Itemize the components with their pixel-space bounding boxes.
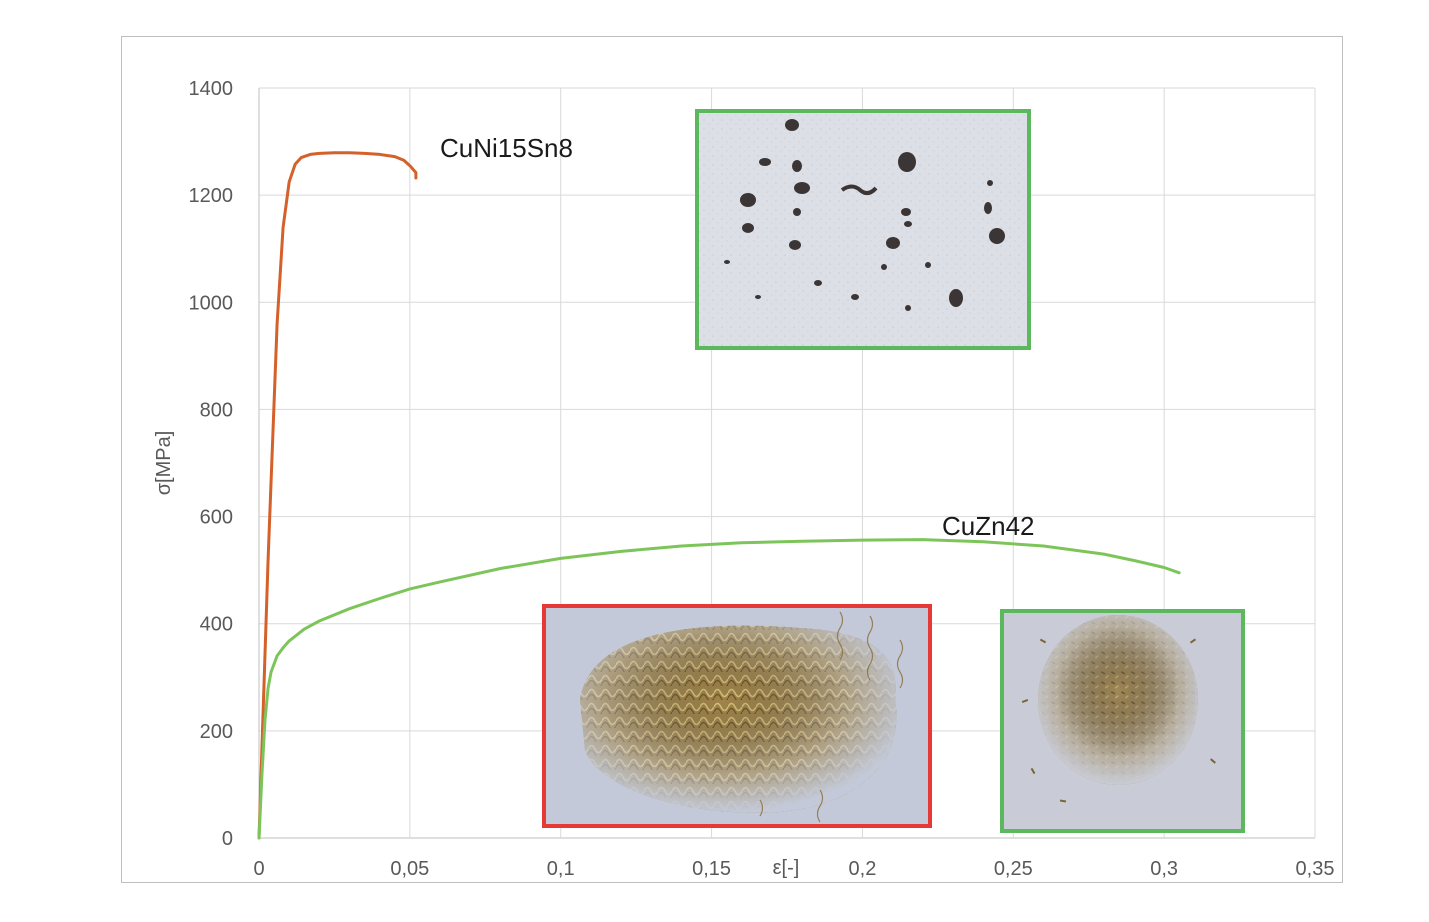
y-tick-label: 400 — [200, 614, 233, 636]
y-tick-label: 0 — [222, 828, 233, 850]
inset-photo-cuni-chips — [695, 109, 1031, 350]
x-tick-label: 0,15 — [692, 858, 731, 880]
series-label-cuzn42: CuZn42 — [942, 511, 1035, 541]
x-tick-label: 0,35 — [1296, 858, 1335, 880]
y-tick-label: 800 — [200, 399, 233, 421]
y-tick-label: 1200 — [189, 185, 234, 207]
x-tick-label: 0,05 — [390, 858, 429, 880]
series-line-cuzn42 — [257, 538, 1181, 840]
inset-photo-cuzn-long-chips — [542, 604, 932, 828]
x-tick-label: 0 — [253, 858, 264, 880]
x-tick-label: 0,1 — [547, 858, 575, 880]
y-tick-label: 1000 — [189, 292, 234, 314]
series-label-cuni15sn8: CuNi15Sn8 — [440, 133, 573, 163]
x-axis-title: ε[-] — [773, 857, 800, 879]
y-tick-label: 1400 — [189, 78, 234, 100]
x-tick-label: 0,3 — [1150, 858, 1178, 880]
y-tick-label: 600 — [200, 507, 233, 529]
series-line-cuni15sn8 — [257, 151, 418, 840]
y-tick-label: 200 — [200, 721, 233, 743]
x-tick-label: 0,25 — [994, 858, 1033, 880]
y-axis-title: σ[MPa] — [153, 431, 175, 496]
inset-photo-cuzn-short-chips — [1000, 609, 1245, 833]
x-tick-label: 0,2 — [849, 858, 877, 880]
